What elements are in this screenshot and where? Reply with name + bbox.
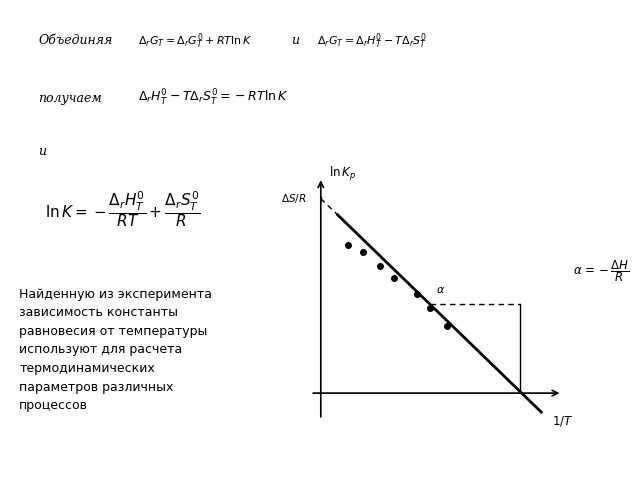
Text: Объединяя: Объединяя bbox=[38, 34, 113, 48]
Text: $\Delta_r G_T = \Delta_r H_T^0 - T\Delta_r S_T^0$: $\Delta_r G_T = \Delta_r H_T^0 - T\Delta… bbox=[317, 31, 427, 50]
Text: $\Delta_r G_T = \Delta_r G_T^0 + RT \ln K$: $\Delta_r G_T = \Delta_r G_T^0 + RT \ln … bbox=[138, 31, 252, 50]
Text: $\Delta S/R$: $\Delta S/R$ bbox=[281, 192, 306, 205]
Text: Найденную из эксперимента
зависимость константы
равновесия от температуры
исполь: Найденную из эксперимента зависимость ко… bbox=[19, 288, 212, 412]
Point bbox=[389, 274, 399, 282]
Point bbox=[412, 290, 422, 298]
Text: получаем: получаем bbox=[38, 92, 102, 105]
Text: $\alpha$: $\alpha$ bbox=[436, 286, 445, 296]
Point bbox=[425, 304, 435, 312]
Text: и: и bbox=[38, 144, 46, 158]
Text: $\ln K = -\dfrac{\Delta_r H_T^0}{RT} + \dfrac{\Delta_r S_T^0}{R}$: $\ln K = -\dfrac{\Delta_r H_T^0}{RT} + \… bbox=[45, 189, 200, 229]
Text: $\ln K_p$: $\ln K_p$ bbox=[329, 165, 356, 183]
Point bbox=[343, 240, 353, 248]
Text: $\mathrm{tg}\,\alpha = -\dfrac{\Delta H}{R}$: $\mathrm{tg}\,\alpha = -\dfrac{\Delta H}… bbox=[560, 258, 629, 284]
Text: $\Delta_r H_T^0 - T\Delta_r S_T^0 = -RT \ln K$: $\Delta_r H_T^0 - T\Delta_r S_T^0 = -RT … bbox=[138, 88, 288, 108]
Point bbox=[374, 262, 385, 270]
Text: и: и bbox=[291, 34, 300, 48]
Text: $1/T$: $1/T$ bbox=[552, 414, 573, 428]
Point bbox=[358, 248, 368, 255]
Point bbox=[442, 322, 452, 330]
